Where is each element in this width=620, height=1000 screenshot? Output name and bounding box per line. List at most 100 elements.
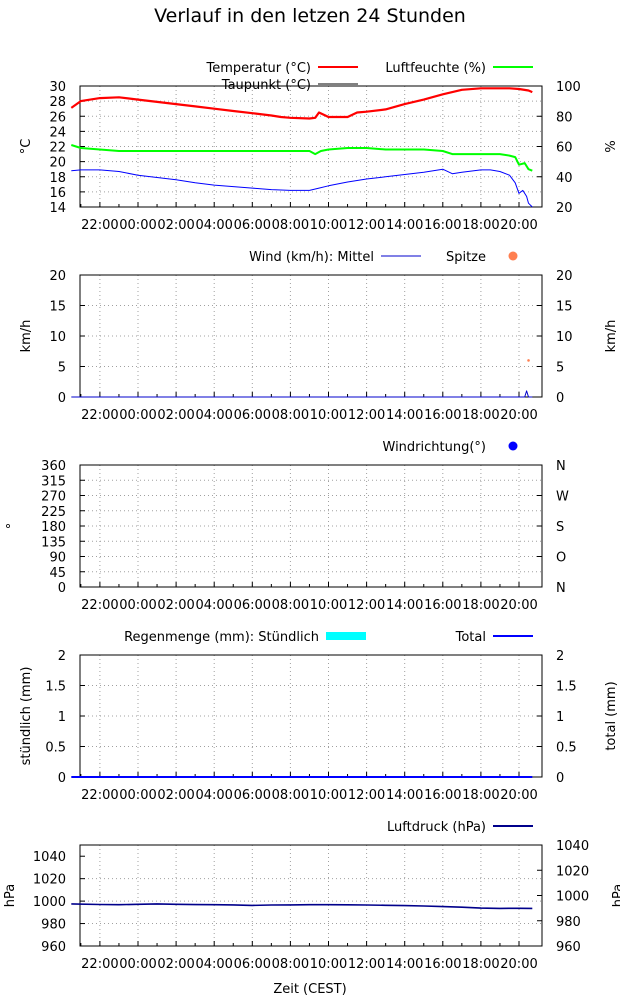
y-tick-label: 315: [41, 474, 66, 489]
y-tick-label: 225: [41, 505, 66, 520]
series-pressure-line: [71, 903, 533, 910]
x-tick-label: 22:00: [81, 957, 118, 972]
y-tick-label: 26: [49, 110, 66, 125]
y-tick-label: 0: [58, 391, 66, 406]
x-tick-label: 10:00: [310, 957, 347, 972]
x-tick-label: 12:00: [348, 408, 385, 423]
y-tick-label: 1020: [33, 873, 66, 888]
series-temperature-line: [70, 87, 533, 120]
y2-tick-label: 0: [556, 771, 564, 786]
x-tick-label: 08:00: [272, 218, 309, 233]
x-tick-label: 02:00: [157, 957, 194, 972]
y2-tick-label: 1040: [556, 839, 589, 854]
y2-tick-label: 60: [556, 141, 573, 156]
x-tick-label: 02:00: [157, 788, 194, 803]
y-tick-label: 1000: [33, 895, 66, 910]
page-title: Verlauf in den letzen 24 Stunden: [154, 5, 466, 27]
y2-tick-label: 80: [556, 110, 573, 125]
x-tick-label: 06:00: [234, 408, 271, 423]
x-tick-label: 04:00: [195, 218, 232, 233]
x-tick-label: 06:00: [234, 598, 271, 613]
x-tick-label: 04:00: [195, 788, 232, 803]
x-tick-label: 20:00: [500, 788, 537, 803]
legend-pressure: Luftdruck (hPa): [387, 820, 486, 835]
x-tick-label: 20:00: [500, 598, 537, 613]
y-tick-label: 22: [49, 141, 66, 156]
y2-tick-label: W: [556, 490, 569, 505]
x-tick-label: 22:00: [81, 598, 118, 613]
x-tick-label: 02:00: [157, 408, 194, 423]
chart-wind: 0 5 10 15 20 0 5 10 15 20 22:00 00:00 02:00 04:00 06:0…: [19, 250, 619, 423]
x-tick-label: 12:00: [348, 788, 385, 803]
y-tick-label: 14: [49, 201, 66, 216]
x-tick-label: 02:00: [157, 218, 194, 233]
x-tick-label: 16:00: [424, 788, 461, 803]
y-tick-label: 30: [49, 80, 66, 95]
x-tick-label: 14:00: [386, 788, 423, 803]
x-tick-label: 00:00: [119, 598, 156, 613]
y2-tick-label: 5: [556, 361, 564, 376]
legend-dewpoint: Taupunkt (°C): [221, 78, 311, 93]
series-wind-mean-line: [71, 390, 533, 398]
x-tick-label: 06:00: [234, 957, 271, 972]
legend-rain-total: Total: [455, 630, 486, 645]
y2-axis-label: %: [604, 140, 619, 152]
y-tick-label: 1040: [33, 850, 66, 865]
y2-tick-label: 2: [556, 649, 564, 664]
x-tick-label: 20:00: [500, 957, 537, 972]
x-tick-label: 14:00: [386, 218, 423, 233]
y-axis-label: km/h: [19, 320, 34, 353]
legend-temperature: Temperatur (°C): [206, 61, 312, 76]
x-tick-label: 10:00: [310, 788, 347, 803]
y-axis-label: hPa: [3, 884, 18, 907]
x-tick-label: 06:00: [234, 218, 271, 233]
series-dewpoint-line: [71, 168, 533, 208]
y2-tick-label: 20: [556, 201, 573, 216]
x-tick-label: 04:00: [195, 598, 232, 613]
y2-tick-label: 1.5: [556, 680, 577, 695]
legend-wind-direction: Windrichtung(°): [383, 440, 487, 455]
y-tick-label: 5: [58, 361, 66, 376]
y2-axis-label: hPa: [611, 884, 620, 907]
x-tick-label: 18:00: [462, 957, 499, 972]
y2-tick-label: 0.5: [556, 741, 577, 756]
y-tick-label: 28: [49, 95, 66, 110]
x-tick-label: 08:00: [272, 598, 309, 613]
x-tick-label: 00:00: [119, 957, 156, 972]
legend-wind-gust-swatch: [508, 251, 518, 261]
y-tick-label: 270: [41, 490, 66, 505]
legend-humidity: Luftfeuchte (%): [385, 61, 486, 76]
y-axis-label: °C: [19, 139, 34, 155]
y2-tick-label: 0: [556, 391, 564, 406]
x-tick-label: 16:00: [424, 408, 461, 423]
y-axis-label: °: [5, 523, 20, 530]
y-tick-label: 980: [41, 918, 66, 933]
y-tick-label: 90: [49, 551, 66, 566]
y2-tick-label: 10: [556, 330, 573, 345]
x-tick-label: 16:00: [424, 598, 461, 613]
y2-tick-label: N: [556, 581, 566, 596]
x-axis-label: Zeit (CEST): [273, 982, 346, 997]
x-tick-label: 00:00: [119, 218, 156, 233]
x-tick-label: 10:00: [310, 598, 347, 613]
y-tick-label: 135: [41, 535, 66, 550]
wind-gust-point: [527, 359, 530, 362]
chart-rain: 0 0.5 1 1.5 2 0 0.5 1 1.5 2 22:00 00:00 02:00 04:00 06…: [19, 630, 619, 803]
x-tick-label: 18:00: [462, 598, 499, 613]
y-tick-label: 1: [58, 710, 66, 725]
y2-tick-label: 1: [556, 710, 564, 725]
y-tick-label: 0.5: [45, 741, 66, 756]
x-tick-label: 22:00: [81, 218, 118, 233]
y2-tick-label: 20: [556, 269, 573, 284]
x-tick-label: 14:00: [386, 957, 423, 972]
chart-pressure: 960 980 1000 1020 1040 960 980 1000 1020 1040 22:0…: [3, 820, 620, 972]
x-tick-label: 18:00: [462, 408, 499, 423]
plot-frame: [79, 464, 543, 588]
x-tick-label: 06:00: [234, 788, 271, 803]
x-tick-label: 18:00: [462, 788, 499, 803]
series-humidity-line: [70, 144, 533, 172]
x-tick-label: 10:00: [310, 218, 347, 233]
